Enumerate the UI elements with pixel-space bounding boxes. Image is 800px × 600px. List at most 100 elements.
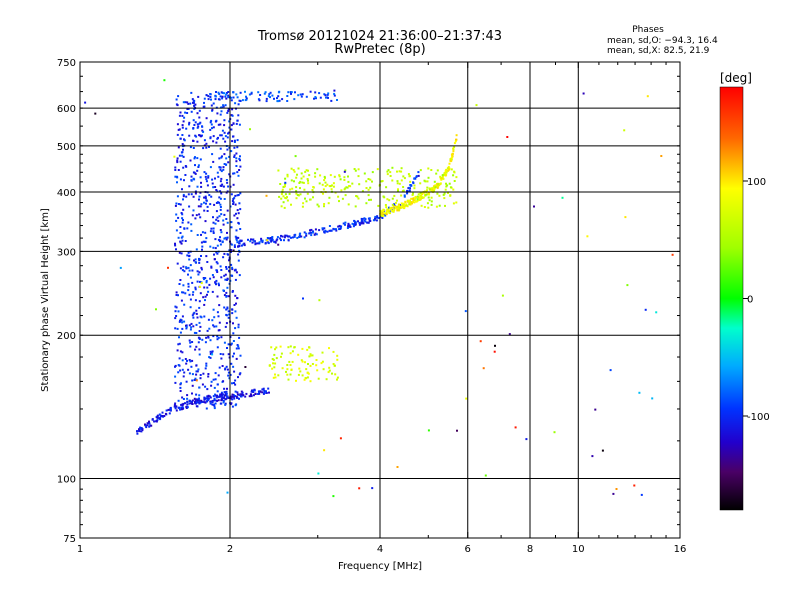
echo-point xyxy=(361,220,364,223)
echo-point xyxy=(364,218,367,221)
echo-point xyxy=(168,412,171,415)
echo-point xyxy=(238,99,241,102)
echo-point xyxy=(194,288,197,291)
echo-point xyxy=(354,169,357,172)
echo-point xyxy=(177,169,180,171)
echo-point xyxy=(233,352,235,355)
echo-point xyxy=(223,237,226,240)
echo-point xyxy=(202,105,205,108)
echo-point xyxy=(309,231,312,234)
echo-point xyxy=(405,203,408,206)
echo-point xyxy=(237,114,240,117)
echo-point xyxy=(217,374,220,377)
echo-point xyxy=(235,157,238,160)
echo-point xyxy=(218,304,221,307)
echo-point xyxy=(232,172,235,175)
echo-point xyxy=(339,437,342,440)
echo-point xyxy=(218,166,221,169)
echo-point xyxy=(232,198,235,200)
echo-point xyxy=(525,438,528,441)
echo-point xyxy=(298,367,301,370)
echo-point xyxy=(235,160,238,163)
echo-point xyxy=(223,341,226,344)
echo-point xyxy=(196,234,199,236)
echo-point xyxy=(397,206,400,209)
echo-point xyxy=(215,283,217,286)
echo-point xyxy=(347,180,350,183)
echo-point xyxy=(402,175,405,178)
echo-point xyxy=(336,376,339,379)
echo-point xyxy=(300,359,303,362)
echo-point xyxy=(405,204,408,207)
echo-point xyxy=(348,224,351,227)
echo-point xyxy=(176,262,179,265)
echo-point xyxy=(449,194,452,197)
echo-point xyxy=(174,375,177,378)
echo-point xyxy=(119,266,122,269)
echo-point xyxy=(388,209,391,212)
echo-point xyxy=(453,142,456,145)
echo-point xyxy=(204,401,207,404)
echo-point xyxy=(240,395,243,398)
echo-point xyxy=(209,166,212,169)
echo-point xyxy=(396,199,398,202)
echo-point xyxy=(199,374,202,376)
echo-point xyxy=(178,154,181,157)
echo-point xyxy=(195,135,198,138)
echo-point xyxy=(188,269,191,272)
echo-point xyxy=(651,397,654,400)
echo-point xyxy=(347,175,349,178)
echo-point xyxy=(204,240,207,243)
echo-point xyxy=(198,116,201,119)
echo-point xyxy=(188,359,191,361)
echo-point xyxy=(290,91,293,94)
echo-point xyxy=(227,374,230,377)
echo-point xyxy=(389,171,392,174)
echo-point xyxy=(215,218,218,221)
echo-point xyxy=(280,205,283,208)
echo-point xyxy=(312,196,314,199)
echo-point xyxy=(268,391,270,394)
echo-point xyxy=(196,400,198,403)
echo-point xyxy=(182,208,185,211)
echo-point xyxy=(216,295,219,298)
echo-point xyxy=(199,292,202,295)
echo-point xyxy=(401,190,404,193)
echo-point xyxy=(296,173,298,176)
echo-point xyxy=(190,223,193,226)
echo-point xyxy=(612,492,615,495)
echo-point xyxy=(206,293,208,296)
echo-point xyxy=(220,393,223,396)
echo-point xyxy=(230,221,233,224)
echo-point xyxy=(238,242,241,245)
echo-point xyxy=(287,239,290,242)
echo-point xyxy=(203,401,206,404)
echo-point xyxy=(419,182,422,185)
echo-point xyxy=(268,364,271,367)
echo-point xyxy=(233,214,236,217)
echo-point xyxy=(190,326,193,329)
echo-point xyxy=(304,377,307,379)
echo-point xyxy=(338,228,340,231)
echo-point xyxy=(187,285,190,288)
echo-point xyxy=(448,168,451,171)
echo-point xyxy=(280,197,283,200)
echo-point xyxy=(338,200,340,203)
echo-point xyxy=(369,178,372,181)
echo-point xyxy=(150,424,153,427)
echo-point xyxy=(186,401,189,404)
echo-point xyxy=(441,176,444,178)
echo-point xyxy=(207,395,210,398)
echo-point xyxy=(232,183,235,186)
echo-point xyxy=(333,94,336,97)
echo-point xyxy=(189,146,192,149)
echo-point xyxy=(586,235,589,238)
echo-point xyxy=(219,166,222,169)
echo-point xyxy=(222,105,225,108)
echo-point xyxy=(300,235,303,238)
echo-point xyxy=(454,140,457,143)
echo-point xyxy=(217,219,220,222)
echo-point xyxy=(216,137,219,140)
echo-point xyxy=(144,423,146,426)
echo-point xyxy=(196,169,199,172)
